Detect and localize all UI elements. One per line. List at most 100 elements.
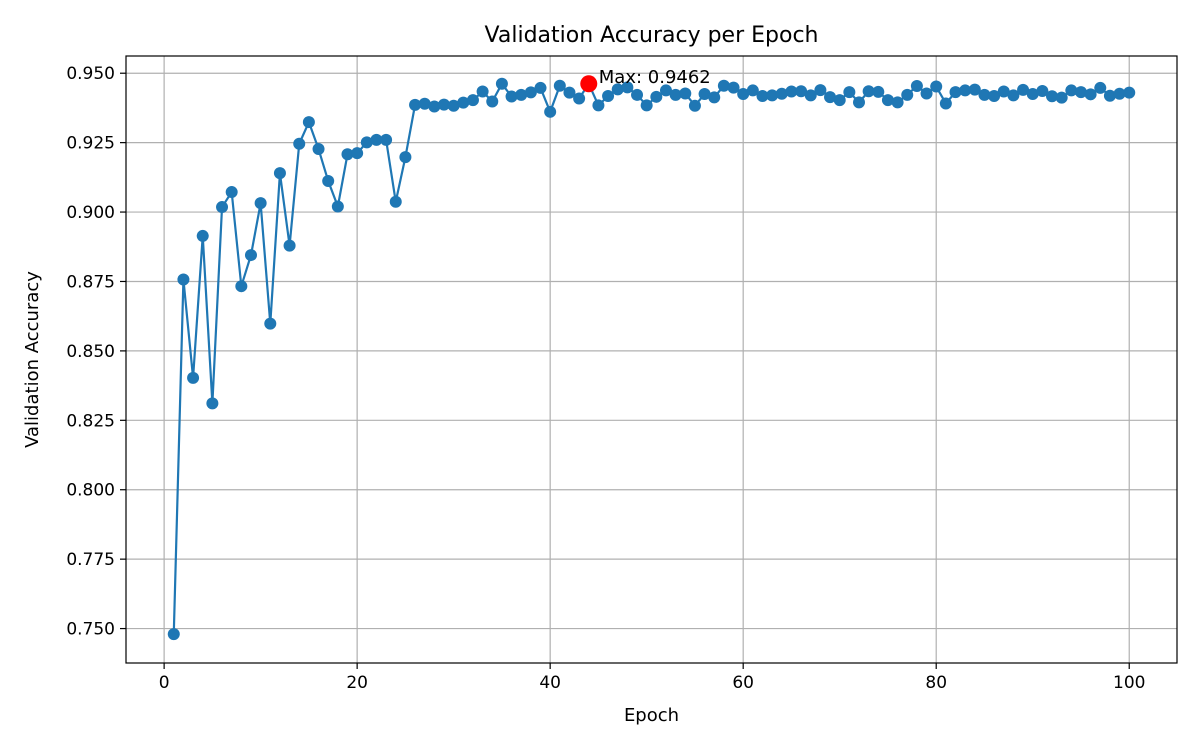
data-point <box>959 84 972 97</box>
data-point <box>544 105 557 118</box>
max-accuracy-marker <box>580 75 598 93</box>
data-point <box>1084 88 1097 101</box>
data-point <box>650 90 663 103</box>
y-axis-ticks: 0.750 0.775 0.800 0.825 0.850 0.875 0.900 0.925… <box>66 64 126 640</box>
data-point <box>399 151 412 164</box>
y-tick-label: 0.925 <box>66 134 115 154</box>
data-point <box>264 317 277 330</box>
data-point <box>409 98 422 111</box>
data-point <box>737 88 750 101</box>
y-tick-label: 0.750 <box>66 620 115 640</box>
chart-title: Validation Accuracy per Epoch <box>485 23 819 48</box>
data-point <box>438 98 451 111</box>
data-point <box>216 201 229 214</box>
data-point <box>302 116 315 129</box>
data-point <box>1026 88 1039 101</box>
data-point <box>524 86 537 99</box>
data-point <box>717 79 730 92</box>
y-tick-label: 0.950 <box>66 64 115 84</box>
data-point <box>795 85 808 98</box>
data-point <box>196 229 209 242</box>
data-point <box>341 148 354 161</box>
data-point <box>727 81 740 94</box>
data-point <box>563 86 576 99</box>
data-point <box>775 87 788 100</box>
data-point <box>968 83 981 96</box>
data-point <box>804 89 817 102</box>
data-point <box>1074 86 1087 99</box>
data-point <box>254 197 267 210</box>
data-point <box>466 94 479 107</box>
data-point <box>495 77 508 90</box>
data-point <box>688 99 701 112</box>
data-point <box>486 95 499 108</box>
data-point <box>679 87 692 100</box>
x-axis-ticks: 0 20 40 60 80 100 <box>159 663 1145 693</box>
x-tick-label: 100 <box>1113 673 1145 693</box>
data-point <box>824 91 837 104</box>
data-point <box>669 88 682 101</box>
y-tick-label: 0.850 <box>66 342 115 362</box>
y-tick-label: 0.875 <box>66 272 115 292</box>
data-point <box>1123 86 1136 99</box>
x-tick-label: 60 <box>732 673 754 693</box>
data-point <box>592 99 605 112</box>
data-point <box>322 174 335 187</box>
data-point <box>1036 84 1049 97</box>
data-point <box>631 88 644 101</box>
data-point <box>167 628 180 641</box>
data-point <box>785 85 798 98</box>
data-point <box>534 81 547 94</box>
data-point <box>978 88 991 101</box>
x-tick-label: 0 <box>159 673 170 693</box>
data-point <box>852 96 865 109</box>
x-tick-label: 20 <box>346 673 368 693</box>
data-point <box>910 79 923 92</box>
data-point <box>611 83 624 96</box>
data-point <box>949 86 962 99</box>
x-axis-label: Epoch <box>624 705 679 726</box>
data-point <box>447 99 460 112</box>
data-point <box>640 99 653 112</box>
data-point <box>177 273 190 286</box>
data-point <box>360 136 373 149</box>
data-point <box>1007 89 1020 102</box>
data-point <box>698 88 711 101</box>
data-point <box>187 371 200 384</box>
data-point <box>351 147 364 160</box>
highlight-layer: Max: 0.9462 <box>580 67 711 93</box>
data-point <box>939 97 952 110</box>
data-point <box>1065 84 1078 97</box>
data-point <box>283 239 296 252</box>
data-point <box>418 97 431 110</box>
data-point <box>997 85 1010 98</box>
data-point <box>293 137 306 150</box>
data-point <box>1094 81 1107 94</box>
data-point <box>225 186 238 199</box>
data-point <box>1017 83 1030 96</box>
data-point <box>988 89 1001 102</box>
data-point <box>862 85 875 98</box>
data-point <box>708 91 721 104</box>
data-point <box>380 133 393 146</box>
data-point <box>756 89 769 102</box>
data-point <box>1103 89 1116 102</box>
data-point <box>659 84 672 97</box>
data-point <box>746 84 759 97</box>
data-point <box>476 85 489 98</box>
y-tick-label: 0.775 <box>66 550 115 570</box>
data-point <box>389 195 402 208</box>
y-axis-label: Validation Accuracy <box>22 271 43 448</box>
data-point <box>901 88 914 101</box>
data-point <box>515 88 528 101</box>
data-point <box>244 249 257 262</box>
data-point <box>881 94 894 107</box>
data-point <box>1055 91 1068 104</box>
data-point <box>505 90 518 103</box>
points-layer <box>167 77 1136 641</box>
data-point <box>206 397 219 410</box>
data-point <box>553 79 566 92</box>
plot-frame <box>125 55 1178 664</box>
y-tick-label: 0.825 <box>66 411 115 431</box>
